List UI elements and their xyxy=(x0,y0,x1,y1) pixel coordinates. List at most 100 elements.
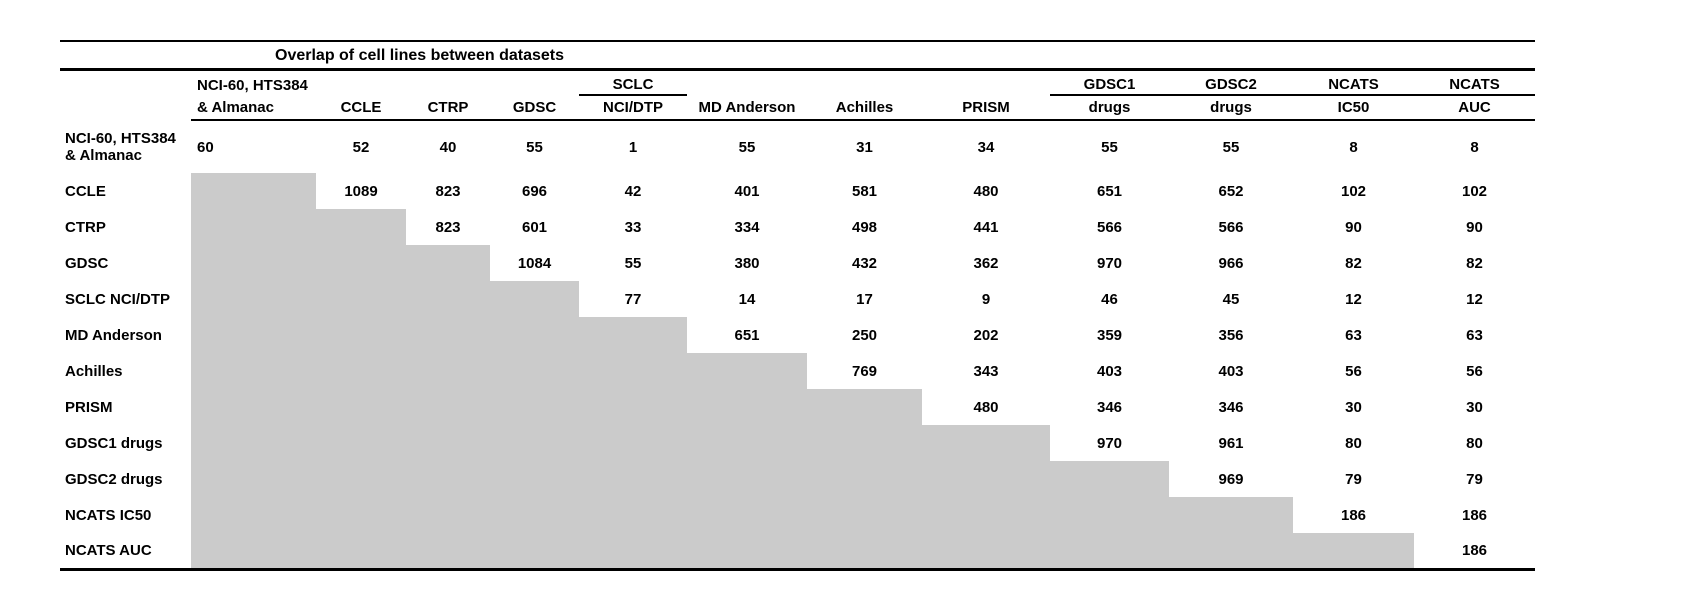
value-cell: 90 xyxy=(1466,218,1483,236)
shaded-cell xyxy=(406,461,490,497)
value-cell: 55 xyxy=(1222,138,1240,156)
shaded-cell xyxy=(687,533,807,571)
shaded-cell xyxy=(191,461,316,497)
value-cell: 46 xyxy=(1101,290,1118,308)
col-header: GDSC1 xyxy=(1050,69,1169,96)
value-cell: 77 xyxy=(624,290,642,308)
value-cell: 42 xyxy=(624,182,642,200)
shaded-cell xyxy=(406,425,490,461)
shaded-cell xyxy=(316,245,406,281)
value-cell: 250 xyxy=(851,326,878,344)
shaded-cell xyxy=(922,533,1050,571)
value-cell: 186 xyxy=(1414,533,1536,571)
col-header: MD Anderson xyxy=(687,95,807,121)
value-cell: 334 xyxy=(734,218,760,236)
col-header: CTRP xyxy=(406,95,490,121)
shaded-cell xyxy=(807,389,922,425)
col-header: NCATS xyxy=(1414,69,1536,96)
value-cell: 56 xyxy=(1466,362,1483,380)
shaded-cell xyxy=(687,353,807,389)
value-cell: 566 xyxy=(1096,218,1123,236)
shaded-cell xyxy=(406,317,490,353)
col-header: NCI/DTP xyxy=(579,95,687,121)
shaded-cell xyxy=(922,425,1050,461)
value-cell: 186 xyxy=(1462,506,1488,524)
col-header: IC50 xyxy=(1293,95,1414,121)
header-row-2: & Almanac CCLE CTRP GDSC NCI/DTP MD Ande… xyxy=(60,95,1536,121)
shaded-cell xyxy=(687,425,807,461)
value-cell: 56 xyxy=(1345,362,1362,380)
shaded-cell xyxy=(579,353,687,389)
table-row: CTRP 823 601 33 334 498 441 566 566 90 90 xyxy=(60,209,1535,245)
table-row: MD Anderson 651 250 202 359 356 63 63 xyxy=(60,317,1535,353)
value-cell: 14 xyxy=(738,290,756,308)
value-cell: 346 xyxy=(1218,398,1244,416)
shaded-cell xyxy=(490,281,579,317)
table-title: Overlap of cell lines between datasets xyxy=(60,40,1536,71)
value-cell: 186 xyxy=(1340,506,1367,524)
table-row: GDSC 1084 55 380 432 362 970 966 82 82 xyxy=(60,245,1535,281)
value-cell: 359 xyxy=(1096,326,1123,344)
shaded-cell xyxy=(406,245,490,281)
shaded-cell xyxy=(406,533,490,571)
shaded-cell xyxy=(1293,533,1414,571)
col-header xyxy=(922,70,1050,96)
table-row: CCLE 1089 823 696 42 401 581 480 651 652 102 102 xyxy=(60,173,1535,209)
value-cell: 403 xyxy=(1096,362,1123,380)
shaded-cell xyxy=(406,389,490,425)
header-row-1: NCI-60, HTS384 SCLC GDSC1 GDSC2 NCATS NC… xyxy=(60,69,1536,96)
value-cell: 55 xyxy=(1101,138,1118,156)
row-label: NCI-60, HTS384 & Almanac xyxy=(65,129,176,164)
value-cell: 441 xyxy=(973,218,999,236)
shaded-cell xyxy=(316,317,406,353)
row-label: GDSC2 drugs xyxy=(65,470,163,488)
value-cell: 823 xyxy=(435,182,461,200)
shaded-cell xyxy=(191,173,316,209)
value-cell: 403 xyxy=(1218,362,1244,380)
value-cell: 55 xyxy=(624,254,642,272)
row-label: GDSC1 drugs xyxy=(65,434,163,452)
value-cell: 651 xyxy=(734,326,760,344)
shaded-cell xyxy=(191,389,316,425)
col-header: NCATS xyxy=(1293,69,1414,96)
col-header: GDSC2 xyxy=(1169,69,1293,96)
row-label: Achilles xyxy=(65,362,123,380)
value-cell: 970 xyxy=(1096,434,1123,452)
shaded-cell xyxy=(191,497,316,533)
shaded-cell xyxy=(316,209,406,245)
shaded-cell xyxy=(490,533,579,571)
col-header: & Almanac xyxy=(191,95,316,121)
shaded-cell xyxy=(807,533,922,571)
shaded-cell xyxy=(191,281,316,317)
value-cell: 380 xyxy=(734,254,760,272)
value-cell: 1084 xyxy=(517,254,552,272)
value-cell: 769 xyxy=(851,362,878,380)
value-cell: 969 xyxy=(1218,470,1244,488)
value-cell: 33 xyxy=(624,218,642,236)
shaded-cell xyxy=(687,389,807,425)
value-cell: 40 xyxy=(439,138,457,156)
shaded-cell xyxy=(490,353,579,389)
shaded-cell xyxy=(406,353,490,389)
value-cell: 652 xyxy=(1218,182,1244,200)
shaded-cell xyxy=(191,209,316,245)
shaded-cell xyxy=(490,317,579,353)
value-cell: 17 xyxy=(856,290,873,308)
row-label: SCLC NCI/DTP xyxy=(65,290,170,308)
row-label: GDSC xyxy=(65,254,109,272)
value-cell: 9 xyxy=(981,290,991,308)
row-label: NCATS AUC xyxy=(60,533,191,571)
row-label: MD Anderson xyxy=(65,326,162,344)
col-header: drugs xyxy=(1050,95,1169,121)
value-cell: 31 xyxy=(856,138,873,156)
table-row: Achilles 769 343 403 403 56 56 xyxy=(60,353,1535,389)
header-spacer xyxy=(60,70,191,96)
shaded-cell xyxy=(579,317,687,353)
shaded-cell xyxy=(191,533,316,571)
shaded-cell xyxy=(1169,533,1293,571)
col-header xyxy=(807,70,922,96)
shaded-cell xyxy=(490,497,579,533)
value-cell: 1089 xyxy=(344,182,378,200)
shaded-cell xyxy=(316,461,406,497)
row-label: CCLE xyxy=(65,182,106,200)
